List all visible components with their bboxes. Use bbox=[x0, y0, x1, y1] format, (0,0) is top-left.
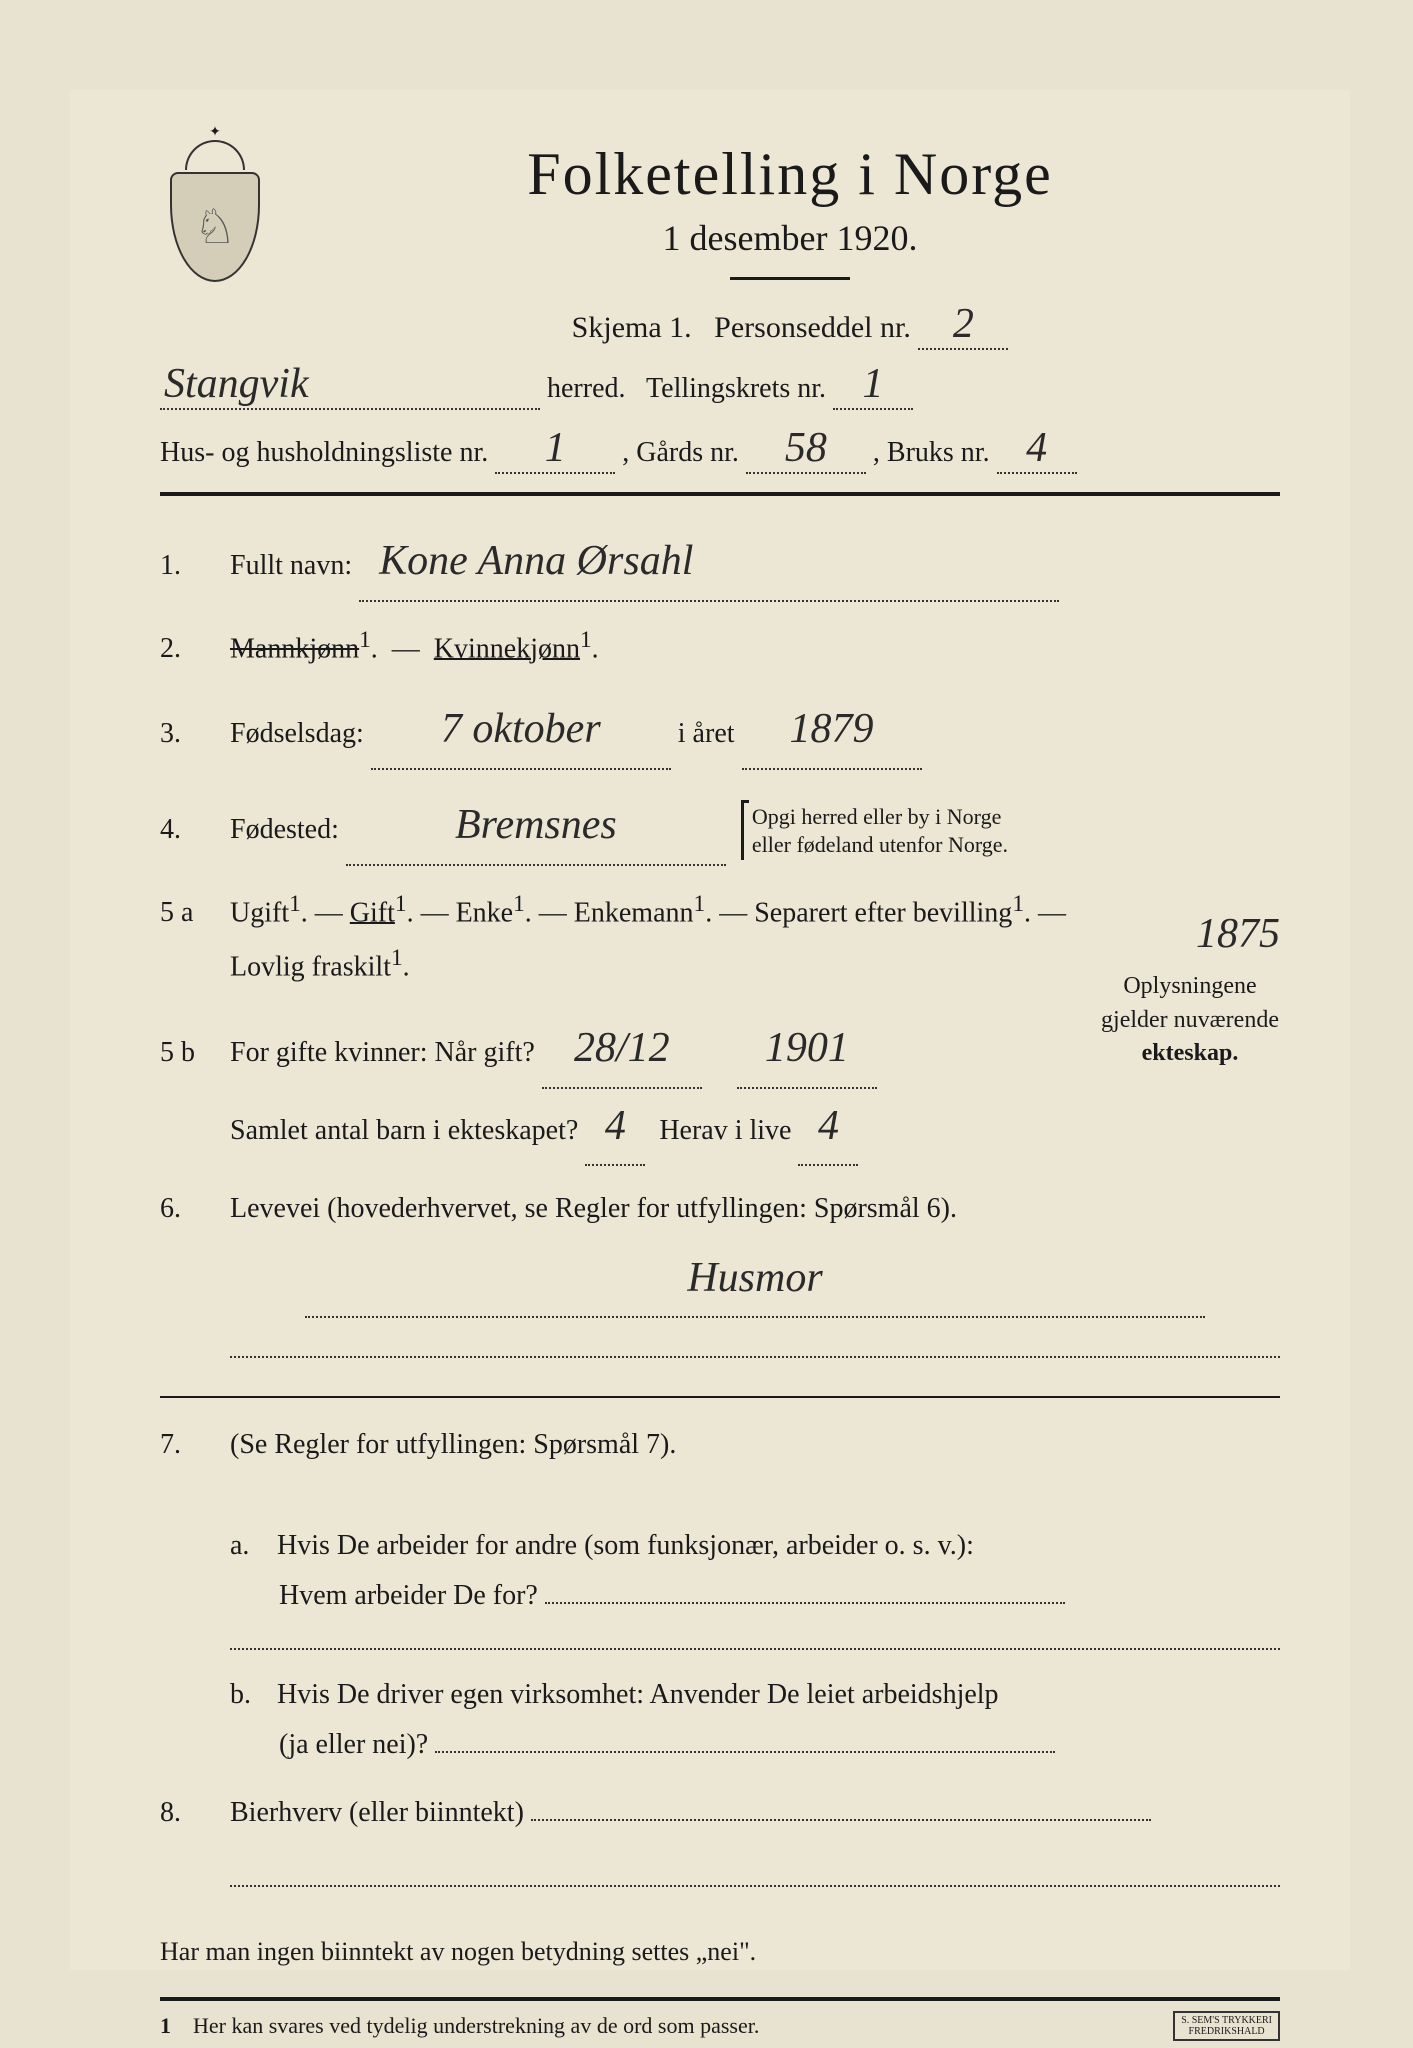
subtitle: 1 desember 1920. bbox=[300, 217, 1280, 259]
q5b-barn: 4 bbox=[585, 1089, 645, 1167]
telling-label: Tellingskrets nr. bbox=[646, 373, 826, 404]
q3-num: 3. bbox=[160, 709, 230, 759]
q1-value: Kone Anna Ørsahl bbox=[359, 524, 1059, 602]
q4-row: 4. Fødested: Bremsnes Opgi herred eller … bbox=[160, 788, 1280, 866]
bruks-label: , Bruks nr. bbox=[873, 437, 990, 468]
q4-value: Bremsnes bbox=[346, 788, 726, 866]
q7a-letter: a. bbox=[230, 1521, 270, 1571]
schema-label: Personseddel nr. bbox=[714, 311, 911, 344]
schema-line: Skjema 1. Personseddel nr. 2 bbox=[300, 300, 1280, 350]
q7b-letter: b. bbox=[230, 1670, 270, 1720]
header: ♘ Folketelling i Norge 1 desember 1920. … bbox=[160, 140, 1280, 360]
q7a-blank bbox=[545, 1602, 1065, 1604]
q5b-date: 28/12 bbox=[542, 1011, 702, 1089]
q5b-year: 1901 bbox=[737, 1011, 877, 1089]
footer-note: Har man ingen biinntekt av nogen betydni… bbox=[160, 1937, 1280, 1967]
gaards-value: 58 bbox=[746, 424, 866, 474]
q2-row: 2. Mannkjønn1. — Kvinnekjønn1. bbox=[160, 620, 1280, 675]
q3-label: Fødselsdag: bbox=[230, 718, 364, 749]
q6-label: Levevei (hovederhvervet, se Regler for u… bbox=[230, 1193, 957, 1224]
footnote-row: 1 Her kan svares ved tydelig understrekn… bbox=[160, 1997, 1280, 2041]
schema-prefix: Skjema 1. bbox=[572, 311, 692, 344]
q2-opt2: Kvinnekjønn bbox=[434, 633, 580, 664]
divider bbox=[160, 492, 1280, 496]
q7b-blank bbox=[435, 1751, 1055, 1753]
herred-name: Stangvik bbox=[160, 360, 540, 410]
q4-num: 4. bbox=[160, 805, 230, 855]
q7-label: (Se Regler for utfyllingen: Spørsmål 7). bbox=[230, 1429, 676, 1460]
hus-label: Hus- og husholdningsliste nr. bbox=[160, 437, 488, 468]
q5b-barn-label: Samlet antal barn i ekteskapet? bbox=[230, 1115, 578, 1146]
q5b-side-note: Oplysningene gjelder nuværende ekteskap. bbox=[1070, 970, 1310, 1071]
census-form-page: ♘ Folketelling i Norge 1 desember 1920. … bbox=[70, 90, 1350, 1970]
q5b-num: 5 b bbox=[160, 1028, 230, 1078]
divider bbox=[160, 1396, 1280, 1398]
q4-note: Opgi herred eller by i Norge eller fødel… bbox=[741, 803, 1008, 860]
q2-num: 2. bbox=[160, 624, 230, 674]
q2-opt1: Mannkjønn bbox=[230, 633, 359, 664]
q8-row: 8. Bierhverv (eller biinntekt) bbox=[160, 1788, 1280, 1906]
q7a-line1: Hvis De arbeider for andre (som funksjon… bbox=[277, 1530, 974, 1561]
q8-num: 8. bbox=[160, 1788, 230, 1838]
q4-label: Fødested: bbox=[230, 814, 339, 845]
footnote-marker: 1 bbox=[160, 2013, 171, 2038]
q3-year: 1879 bbox=[742, 692, 922, 770]
q6-row: 6. Levevei (hovederhvervet, se Regler fo… bbox=[160, 1184, 1280, 1378]
hus-value: 1 bbox=[495, 424, 615, 474]
q6-num: 6. bbox=[160, 1184, 230, 1234]
q8-blank bbox=[531, 1819, 1151, 1821]
q7b-line2: (ja eller nei)? bbox=[279, 1729, 428, 1760]
q8-label: Bierhverv (eller biinntekt) bbox=[230, 1797, 524, 1828]
bruks-value: 4 bbox=[997, 424, 1077, 474]
herred-line: Stangvik herred. Tellingskrets nr. 1 bbox=[160, 360, 1280, 410]
q5b-live: 4 bbox=[798, 1089, 858, 1167]
q5b-label: For gifte kvinner: Når gift? bbox=[230, 1037, 535, 1068]
q3-day: 7 oktober bbox=[371, 692, 671, 770]
q5b-live-label: Herav i live bbox=[659, 1115, 791, 1146]
q7b-line1: Hvis De driver egen virksomhet: Anvender… bbox=[277, 1679, 999, 1710]
q3-year-label: i året bbox=[678, 718, 735, 749]
schema-value: 2 bbox=[918, 300, 1008, 350]
telling-value: 1 bbox=[833, 360, 913, 410]
q7a-line2: Hvem arbeider De for? bbox=[279, 1580, 538, 1611]
q5a-num: 5 a bbox=[160, 888, 230, 938]
hus-line: Hus- og husholdningsliste nr. 1 , Gårds … bbox=[160, 424, 1280, 474]
blank-line bbox=[230, 1859, 1280, 1887]
q1-label: Fullt navn: bbox=[230, 550, 352, 581]
q3-row: 3. Fødselsdag: 7 oktober i året 1879 bbox=[160, 692, 1280, 770]
main-title: Folketelling i Norge bbox=[300, 140, 1280, 209]
q5b-extra-year: 1875 bbox=[1196, 910, 1280, 958]
title-block: Folketelling i Norge 1 desember 1920. Sk… bbox=[300, 140, 1280, 360]
q6-value: Husmor bbox=[305, 1241, 1205, 1319]
printer-stamp: S. SEM'S TRYKKERI FREDRIKSHALD bbox=[1173, 2011, 1280, 2041]
gaards-label: , Gårds nr. bbox=[622, 437, 739, 468]
herred-label: herred. bbox=[547, 373, 626, 404]
q1-num: 1. bbox=[160, 541, 230, 591]
q7-num: 7. bbox=[160, 1420, 230, 1470]
blank-line bbox=[230, 1622, 1280, 1650]
q1-row: 1. Fullt navn: Kone Anna Ørsahl bbox=[160, 524, 1280, 602]
blank-line bbox=[230, 1330, 1280, 1358]
title-divider bbox=[730, 277, 850, 280]
q7-row: 7. (Se Regler for utfyllingen: Spørsmål … bbox=[160, 1420, 1280, 1770]
footnote-text: Her kan svares ved tydelig understreknin… bbox=[193, 2013, 759, 2038]
coat-of-arms-icon: ♘ bbox=[160, 140, 270, 290]
